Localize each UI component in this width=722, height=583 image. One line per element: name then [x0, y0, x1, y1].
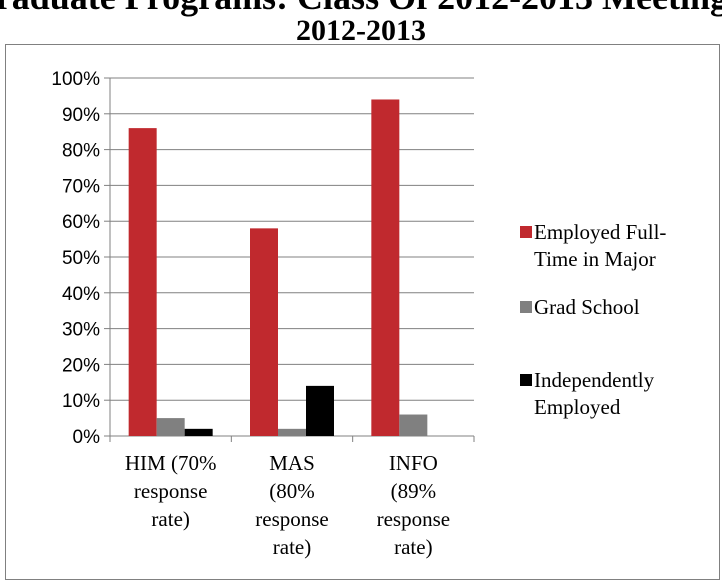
chart-title: Outcomes of Undergraduate Programs: Clas… [0, 0, 722, 44]
y-tick-label: 20% [62, 355, 100, 376]
bar-0-1 [250, 228, 278, 436]
y-tick-label: 60% [62, 212, 100, 233]
x-category-label: INFO (89% response rate) [377, 451, 450, 559]
chart-title-line-1: Outcomes of Undergraduate Programs: Clas… [0, 0, 722, 18]
legend-swatch-0 [520, 226, 532, 238]
y-tick-label: 30% [62, 320, 100, 341]
bar-1-0 [156, 418, 185, 436]
legend-label-2: Independently Employed [534, 368, 655, 419]
y-tick-label: 10% [62, 391, 100, 412]
bar-0-2 [371, 99, 400, 436]
x-category-label: MAS (80% response rate) [255, 451, 328, 559]
y-tick-label: 50% [62, 248, 100, 269]
y-tick-label: 70% [62, 176, 100, 197]
bar-0-0 [128, 128, 157, 436]
chart-title-line-2: 2012-2013 [296, 14, 426, 44]
x-category-label: HIM (70% response rate) [125, 451, 217, 531]
legend-swatch-1 [520, 301, 532, 313]
y-tick-label: 90% [62, 105, 100, 126]
legend-label-0: Employed Full-Time in Major [534, 220, 666, 271]
y-tick-label: 100% [51, 69, 100, 90]
y-tick-label: 40% [62, 284, 100, 305]
legend-swatch-2 [520, 374, 532, 386]
y-tick-label: 80% [62, 141, 100, 162]
legend-label-1: Grad School [534, 295, 640, 319]
bar-2-0 [184, 428, 213, 436]
bar-2-1 [306, 385, 334, 436]
y-tick-label: 0% [73, 427, 101, 448]
bar-1-2 [399, 414, 428, 436]
bar-1-1 [278, 428, 306, 436]
chart-frame [5, 44, 720, 580]
